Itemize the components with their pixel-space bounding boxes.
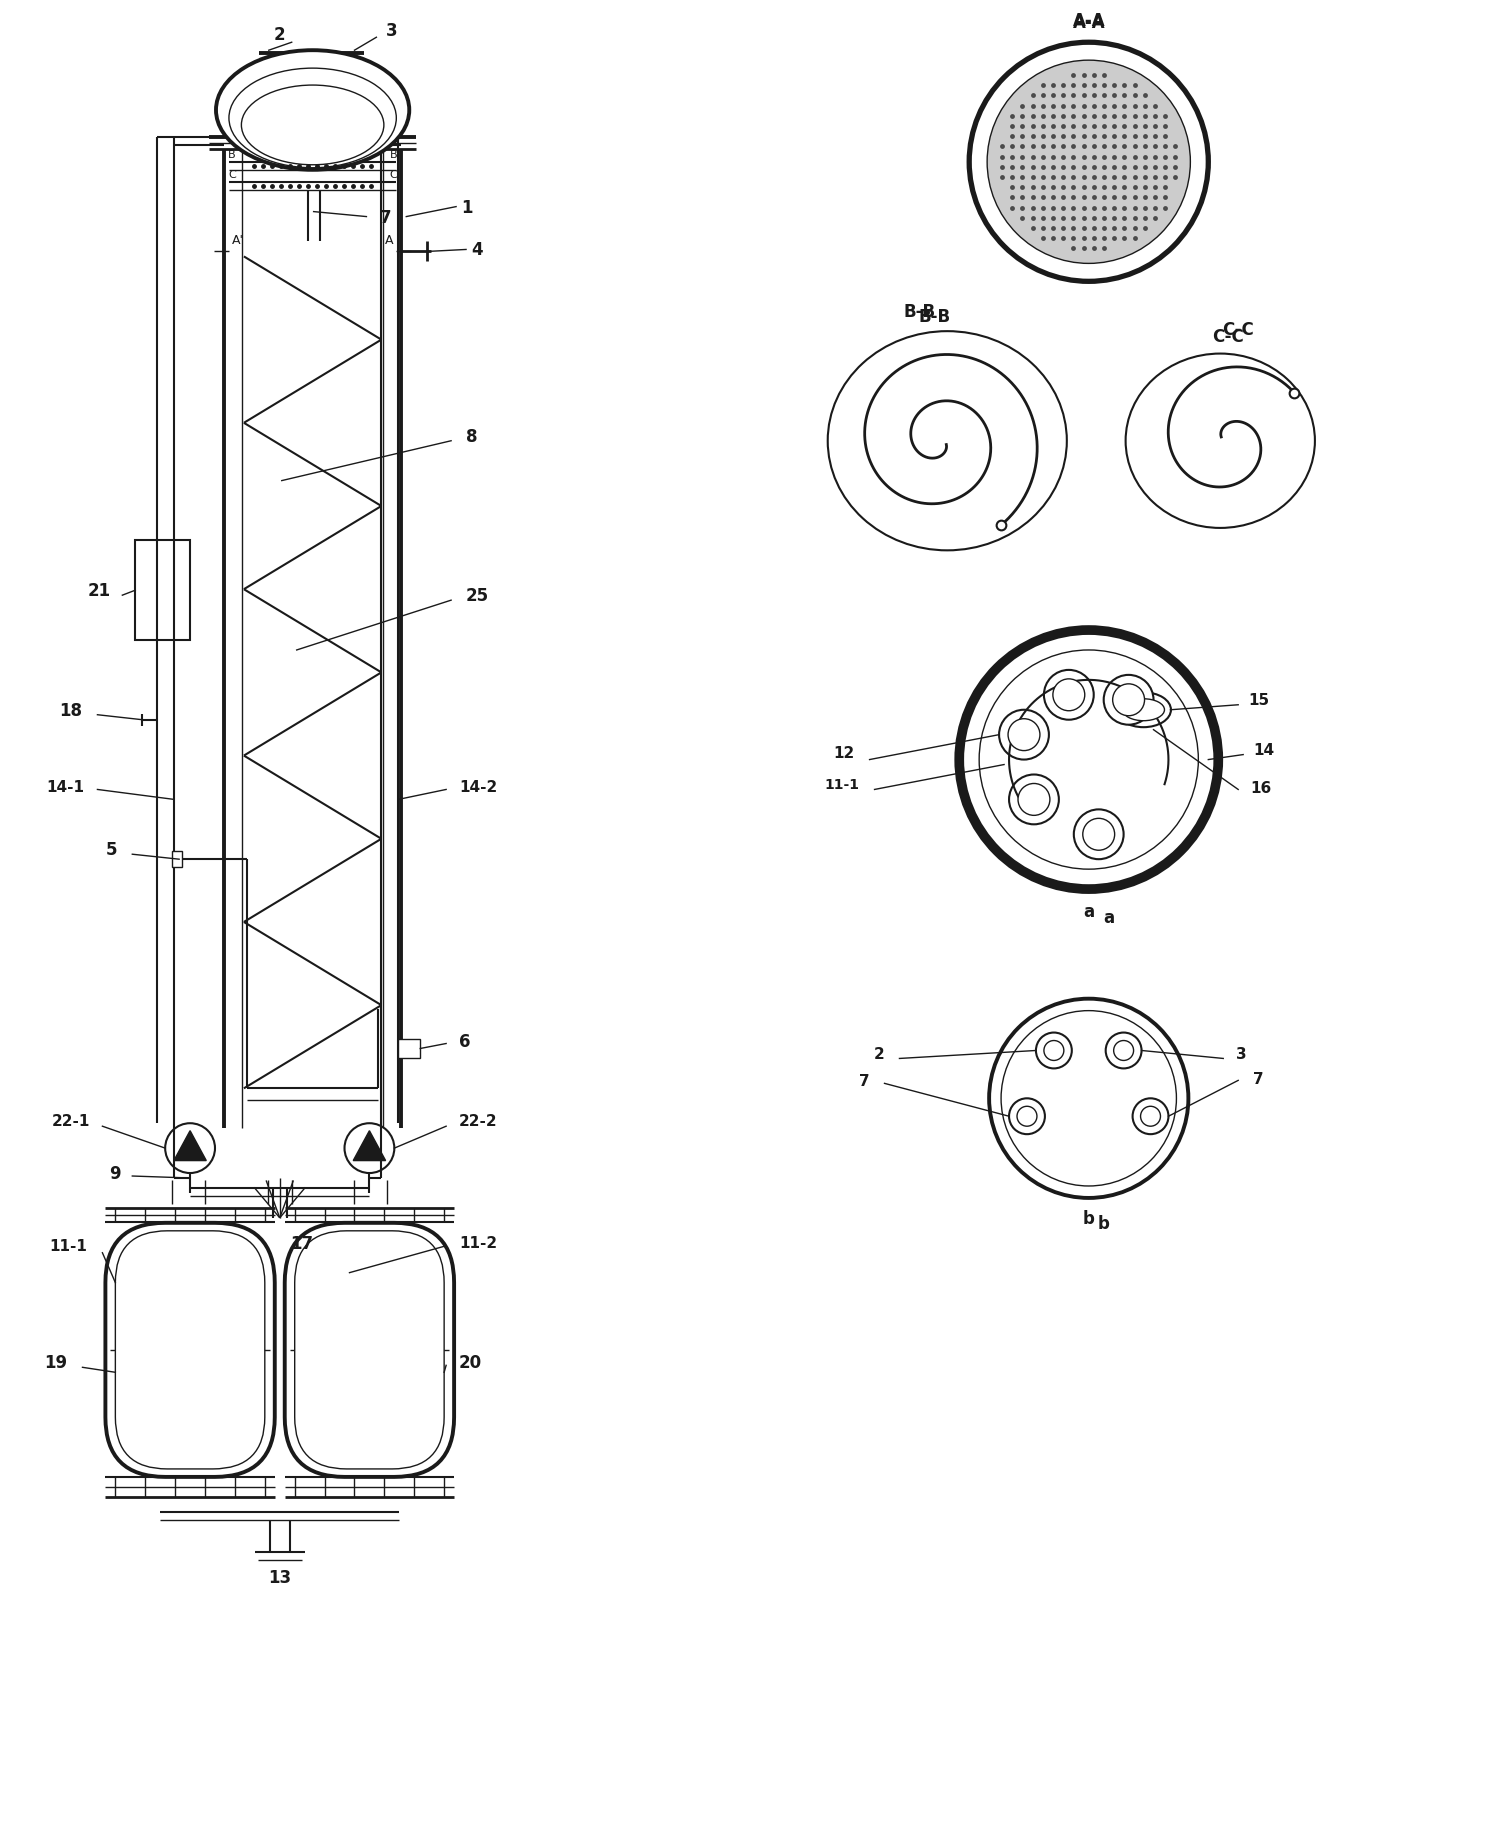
Text: 16: 16 (1250, 780, 1271, 795)
Text: 20: 20 (459, 1354, 483, 1371)
Ellipse shape (1116, 693, 1172, 727)
Circle shape (960, 631, 1218, 890)
Text: 19: 19 (45, 1354, 68, 1371)
Text: B: B (390, 149, 397, 160)
Text: 2: 2 (274, 26, 286, 44)
Text: 7: 7 (859, 1074, 869, 1088)
Text: 22-2: 22-2 (459, 1114, 498, 1128)
Text: a: a (1102, 908, 1114, 926)
Text: 13: 13 (268, 1568, 292, 1586)
Ellipse shape (229, 69, 397, 170)
Circle shape (1017, 1107, 1036, 1127)
Circle shape (1009, 775, 1059, 824)
Polygon shape (353, 1130, 385, 1161)
Circle shape (979, 651, 1199, 870)
Text: C-C: C-C (1223, 321, 1254, 339)
Text: 5: 5 (105, 840, 117, 859)
Text: C-C: C-C (1212, 328, 1244, 346)
Text: 18: 18 (60, 702, 83, 720)
Text: 17: 17 (290, 1234, 313, 1252)
Polygon shape (174, 1130, 206, 1161)
Text: A-A: A-A (1072, 15, 1105, 33)
Ellipse shape (1122, 700, 1164, 722)
Text: 11-1: 11-1 (824, 778, 860, 791)
Circle shape (1044, 1041, 1063, 1061)
Circle shape (1113, 1041, 1134, 1061)
Text: 25: 25 (466, 587, 489, 605)
Bar (399, 1039, 420, 1059)
Circle shape (1044, 671, 1093, 720)
Circle shape (1002, 1012, 1176, 1187)
Text: a: a (1083, 902, 1095, 921)
FancyBboxPatch shape (284, 1223, 454, 1477)
Text: 11-1: 11-1 (50, 1238, 87, 1254)
Text: 4: 4 (471, 241, 483, 259)
Text: b: b (1098, 1214, 1110, 1232)
Circle shape (969, 44, 1208, 283)
Text: 22-1: 22-1 (53, 1114, 90, 1128)
Circle shape (1008, 720, 1039, 751)
Text: 14-1: 14-1 (47, 780, 84, 795)
FancyBboxPatch shape (295, 1231, 444, 1469)
Circle shape (999, 711, 1048, 760)
Circle shape (1036, 1034, 1072, 1068)
Circle shape (1140, 1107, 1161, 1127)
Text: B-B: B-B (919, 308, 951, 326)
Text: 7: 7 (1253, 1072, 1263, 1087)
Circle shape (1083, 819, 1114, 851)
Text: 15: 15 (1248, 693, 1269, 707)
Text: b: b (1083, 1209, 1095, 1227)
Bar (135, 541, 190, 640)
Text: 8: 8 (466, 428, 478, 445)
Text: 14-2: 14-2 (459, 780, 498, 795)
Circle shape (1133, 1099, 1169, 1134)
Text: A': A' (232, 235, 244, 248)
Text: B-B: B-B (904, 303, 935, 321)
Circle shape (987, 62, 1190, 264)
Text: 12: 12 (833, 746, 854, 760)
Circle shape (165, 1123, 215, 1174)
Text: 1: 1 (462, 199, 472, 217)
Text: C: C (229, 170, 236, 180)
Circle shape (344, 1123, 394, 1174)
FancyBboxPatch shape (116, 1231, 265, 1469)
Circle shape (1113, 684, 1145, 716)
Text: 11-2: 11-2 (459, 1236, 498, 1251)
Text: 7: 7 (379, 208, 391, 226)
Bar (171, 851, 182, 868)
Text: 3: 3 (385, 22, 397, 40)
Text: B: B (229, 149, 236, 160)
Circle shape (1104, 676, 1154, 726)
Text: A: A (385, 235, 394, 248)
Circle shape (990, 999, 1188, 1198)
Circle shape (1053, 680, 1084, 711)
Text: 2: 2 (874, 1046, 884, 1061)
Circle shape (1074, 809, 1123, 860)
Ellipse shape (217, 51, 409, 171)
Text: 3: 3 (1236, 1046, 1247, 1061)
FancyBboxPatch shape (105, 1223, 275, 1477)
Text: 21: 21 (87, 582, 110, 600)
Text: 14: 14 (1253, 742, 1274, 758)
Text: C: C (390, 170, 397, 180)
Text: 9: 9 (108, 1165, 120, 1183)
Circle shape (1105, 1034, 1142, 1068)
Text: A-A: A-A (1072, 13, 1105, 31)
Text: 6: 6 (459, 1032, 471, 1050)
Circle shape (1018, 784, 1050, 817)
Circle shape (1009, 1099, 1045, 1134)
